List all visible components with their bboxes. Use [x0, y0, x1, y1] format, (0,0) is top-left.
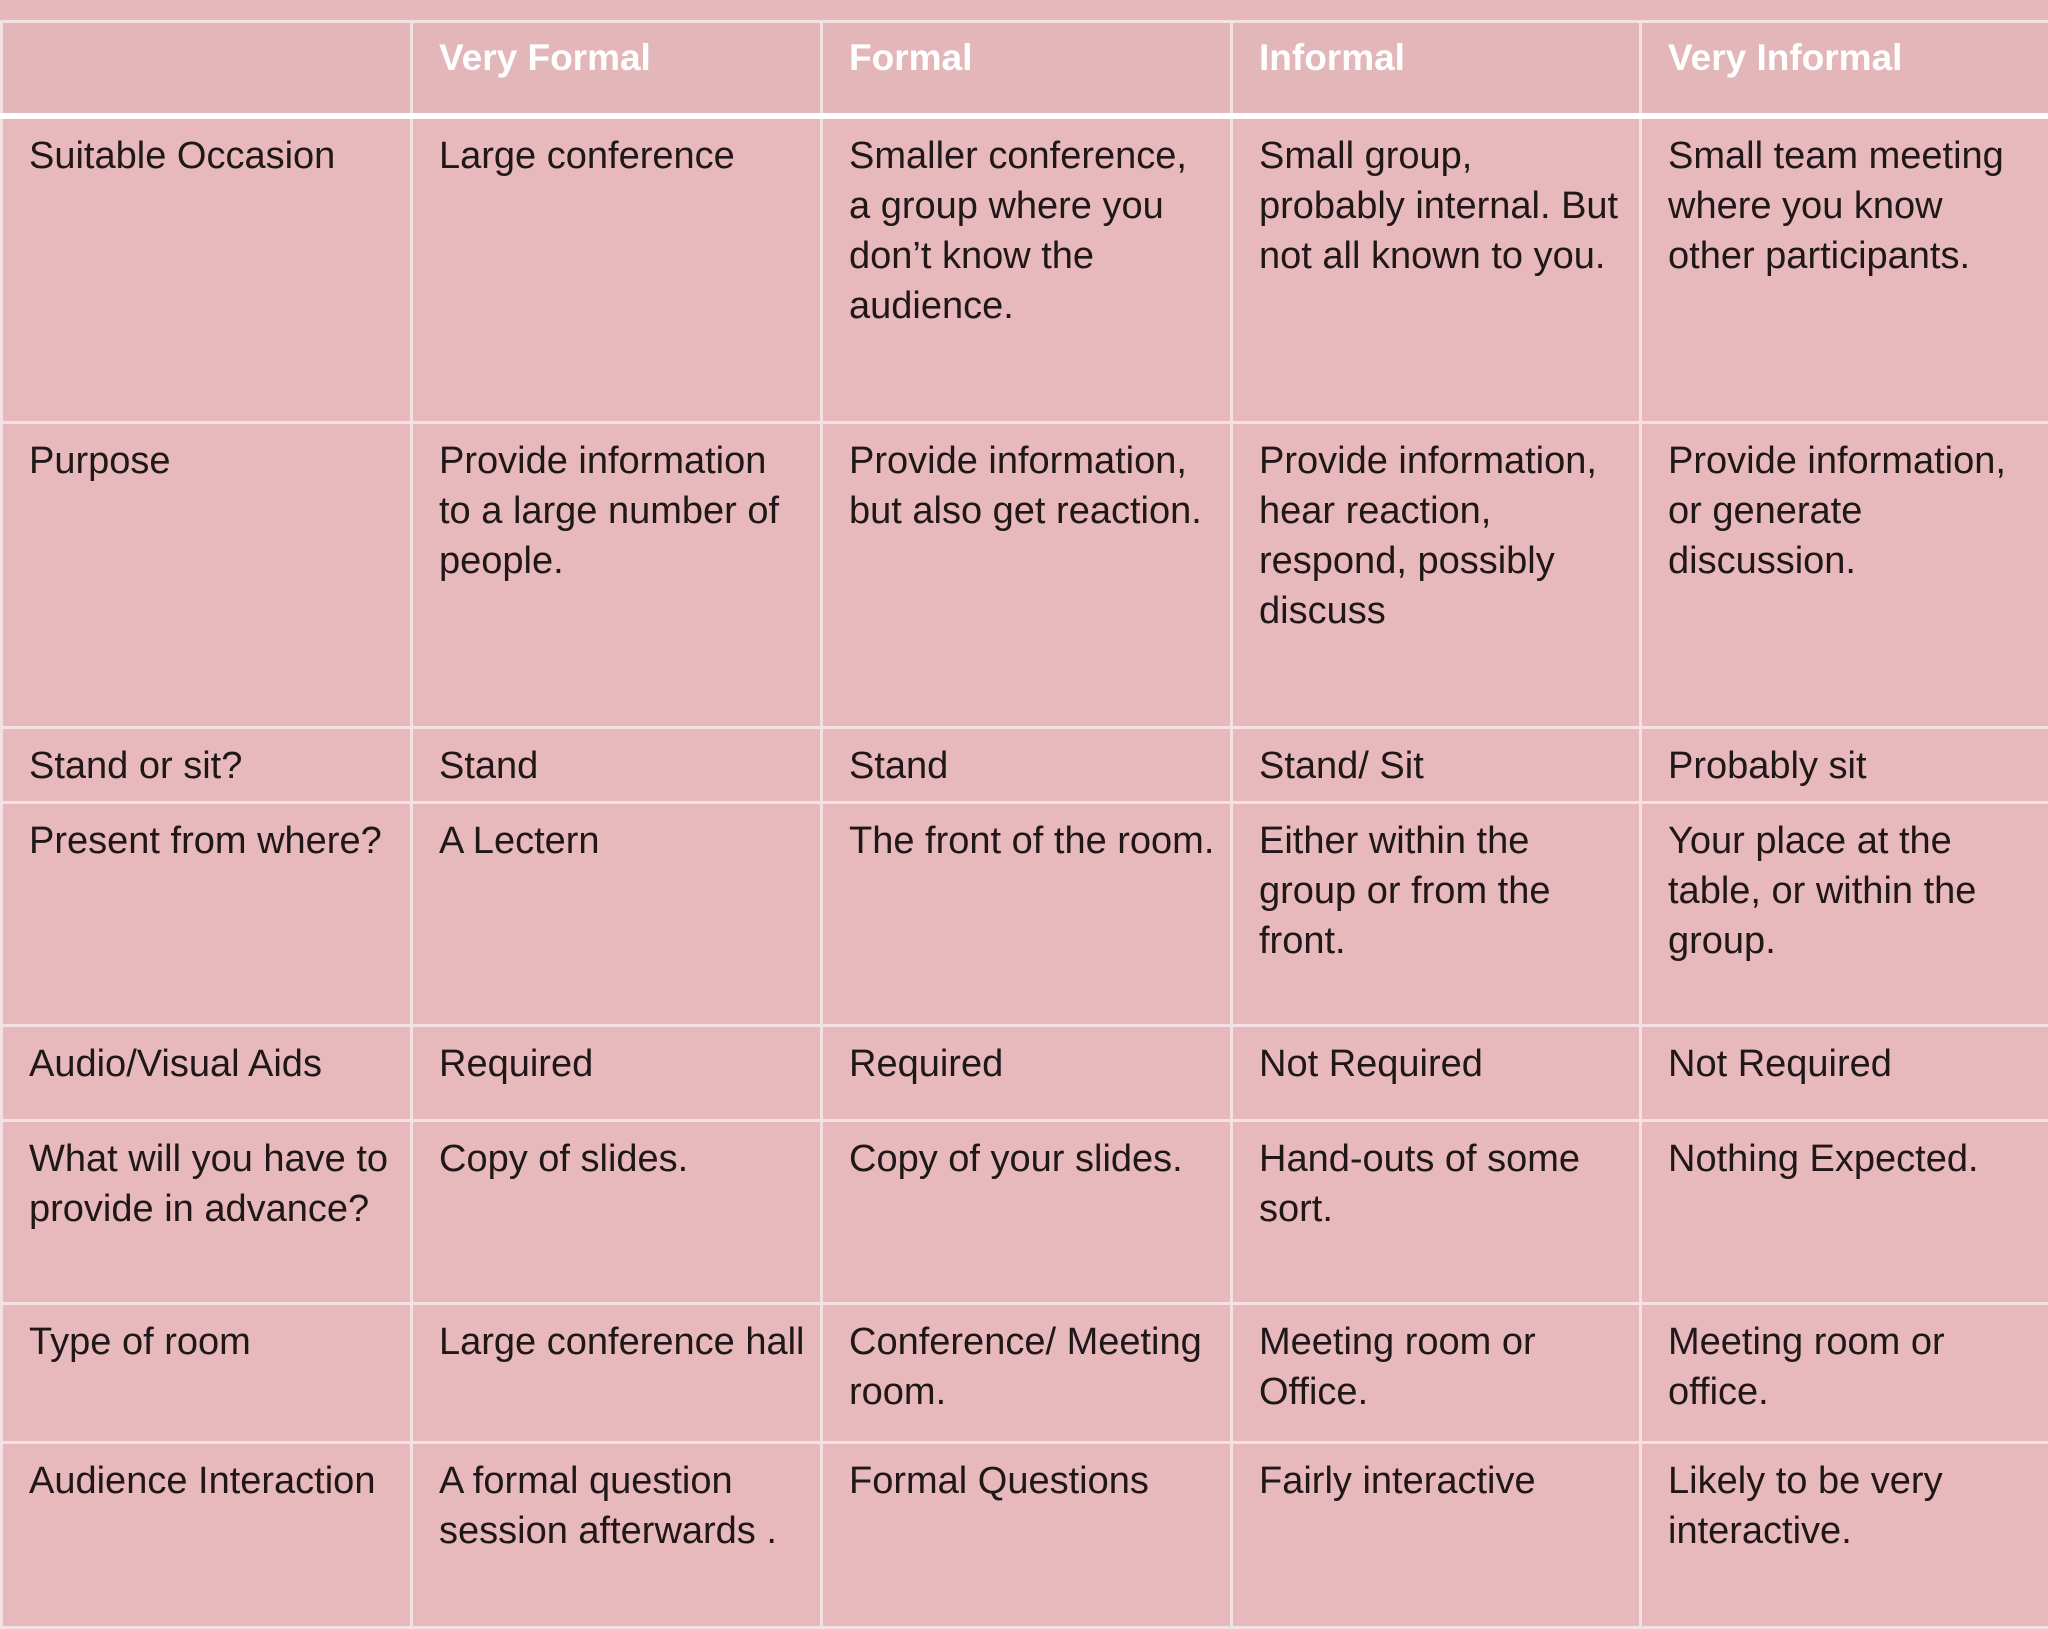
table-cell: Provide information, hear reaction, resp…	[1232, 423, 1641, 728]
table-cell: Probably sit	[1641, 728, 2048, 803]
table-cell: Copy of slides.	[412, 1121, 822, 1304]
row-label: Purpose	[2, 423, 412, 728]
table-cell: Small team meeting where you know other …	[1641, 116, 2048, 423]
header-very-formal: Very Formal	[412, 22, 822, 117]
table-cell: Provide information to a large number of…	[412, 423, 822, 728]
table-cell: Small group, probably internal. But not …	[1232, 116, 1641, 423]
table-cell: Not Required	[1641, 1026, 2048, 1121]
header-formal: Formal	[822, 22, 1232, 117]
presentation-formality-table: Very Formal Formal Informal Very Informa…	[0, 20, 2048, 1629]
table-cell: Required	[412, 1026, 822, 1121]
header-very-informal: Very Informal	[1641, 22, 2048, 117]
table-cell: Fairly interactive	[1232, 1443, 1641, 1628]
row-label: Present from where?	[2, 803, 412, 1026]
table-cell: The front of the room.	[822, 803, 1232, 1026]
table-row-present-from-where: Present from where? A Lectern The front …	[2, 803, 2048, 1026]
table-row-provide-in-advance: What will you have to provide in advance…	[2, 1121, 2048, 1304]
table-cell: Stand	[412, 728, 822, 803]
table-cell: A formal question session afterwards .	[412, 1443, 822, 1628]
table-row-suitable-occasion: Suitable Occasion Large conference Small…	[2, 116, 2048, 423]
table-cell: Copy of your slides.	[822, 1121, 1232, 1304]
table-cell: Stand	[822, 728, 1232, 803]
table-row-purpose: Purpose Provide information to a large n…	[2, 423, 2048, 728]
table-cell: Nothing Expected.	[1641, 1121, 2048, 1304]
header-corner	[2, 22, 412, 117]
table-cell: Provide information, but also get reacti…	[822, 423, 1232, 728]
table-row-audience-interaction: Audience Interaction A formal question s…	[2, 1443, 2048, 1628]
table-cell: Provide information, or generate discuss…	[1641, 423, 2048, 728]
table-cell: Large conference	[412, 116, 822, 423]
table-cell: A Lectern	[412, 803, 822, 1026]
table-cell: Likely to be very interactive.	[1641, 1443, 2048, 1628]
row-label: What will you have to provide in advance…	[2, 1121, 412, 1304]
header-informal: Informal	[1232, 22, 1641, 117]
table-row-audio-visual-aids: Audio/Visual Aids Required Required Not …	[2, 1026, 2048, 1121]
table-cell: Large conference hall	[412, 1304, 822, 1443]
table-cell: Required	[822, 1026, 1232, 1121]
table-row-type-of-room: Type of room Large conference hall Confe…	[2, 1304, 2048, 1443]
table-cell: Smaller conference, a group where you do…	[822, 116, 1232, 423]
row-label: Suitable Occasion	[2, 116, 412, 423]
table-cell: Hand-outs of some sort.	[1232, 1121, 1641, 1304]
row-label: Type of room	[2, 1304, 412, 1443]
table-cell: Your place at the table, or within the g…	[1641, 803, 2048, 1026]
table-cell: Meeting room or Office.	[1232, 1304, 1641, 1443]
table-cell: Not Required	[1232, 1026, 1641, 1121]
table-cell: Formal Questions	[822, 1443, 1232, 1628]
row-label: Audio/Visual Aids	[2, 1026, 412, 1121]
row-label: Audience Interaction	[2, 1443, 412, 1628]
table-cell: Stand/ Sit	[1232, 728, 1641, 803]
table-cell: Meeting room or office.	[1641, 1304, 2048, 1443]
header-row: Very Formal Formal Informal Very Informa…	[2, 22, 2048, 117]
table-cell: Either within the group or from the fron…	[1232, 803, 1641, 1026]
row-label: Stand or sit?	[2, 728, 412, 803]
table-row-stand-or-sit: Stand or sit? Stand Stand Stand/ Sit Pro…	[2, 728, 2048, 803]
table-cell: Conference/ Meeting room.	[822, 1304, 1232, 1443]
